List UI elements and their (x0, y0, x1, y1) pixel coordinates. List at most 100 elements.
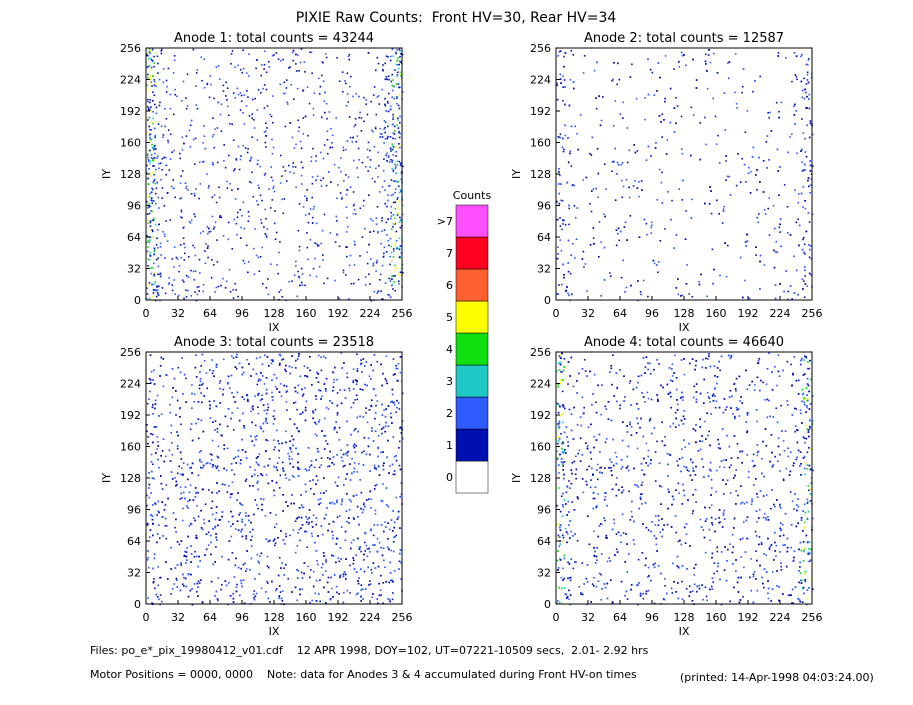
pixel (152, 219, 154, 221)
pixel (340, 352, 343, 354)
pixel (360, 359, 362, 361)
pixel (394, 373, 396, 375)
pixel (240, 100, 243, 102)
pixel (392, 374, 395, 376)
pixel (323, 477, 325, 479)
pixel (388, 598, 391, 601)
pixel (174, 526, 176, 529)
pixel (385, 55, 388, 57)
pixel (800, 192, 803, 195)
x-tick-label: 0 (143, 611, 150, 624)
pixel (147, 258, 149, 261)
pixel (200, 527, 203, 529)
pixel (271, 152, 274, 155)
pixel (165, 561, 167, 563)
pixel (158, 207, 160, 209)
pixel (153, 383, 156, 385)
pixel (584, 263, 587, 265)
pixel (169, 411, 172, 414)
pixel (156, 436, 158, 438)
pixel (680, 51, 683, 54)
pixel (582, 250, 585, 253)
pixel (376, 56, 379, 59)
pixel (392, 256, 395, 258)
pixel (373, 524, 376, 526)
pixel (148, 48, 151, 51)
pixel (657, 62, 660, 64)
pixel (147, 132, 149, 134)
pixel (324, 53, 327, 55)
pixel (397, 117, 399, 119)
pixel (198, 451, 201, 454)
pixel (146, 218, 149, 221)
pixel (603, 279, 606, 281)
pixel (212, 421, 214, 423)
pixel (154, 136, 156, 139)
pixel (793, 292, 796, 294)
pixel (261, 398, 263, 400)
pixel (728, 175, 731, 178)
pixel (243, 425, 245, 427)
pixel (390, 211, 392, 214)
pixel (171, 284, 174, 286)
pixel (296, 408, 298, 411)
pixel (370, 528, 372, 530)
pixel (256, 163, 259, 165)
pixel (342, 573, 345, 576)
pixel (275, 52, 278, 54)
pixel (612, 160, 615, 163)
pixel (203, 518, 205, 521)
pixel (180, 197, 183, 199)
pixel (269, 539, 271, 542)
pixel (394, 188, 397, 190)
pixel (315, 483, 317, 485)
pixel (179, 407, 181, 409)
pixel (320, 398, 322, 400)
pixel (242, 112, 244, 114)
pixel (357, 430, 359, 433)
pixel (180, 175, 182, 177)
pixel (398, 402, 400, 404)
pixel (385, 221, 388, 224)
pixel (683, 54, 685, 56)
pixel (236, 407, 239, 409)
pixel (279, 474, 282, 477)
pixel (155, 187, 158, 190)
y-tick-label: 192 (120, 105, 141, 118)
pixel (806, 107, 808, 109)
pixel (289, 440, 291, 442)
pixel (372, 230, 375, 233)
pixel (401, 263, 404, 266)
pixel (210, 534, 212, 537)
pixel (640, 180, 643, 182)
pixel (235, 159, 238, 161)
pixel (289, 418, 291, 420)
pixel (798, 193, 800, 195)
pixel (295, 53, 297, 56)
pixel (334, 241, 337, 243)
pixel (385, 110, 387, 112)
pixel (190, 523, 193, 526)
pixel (265, 130, 267, 132)
pixel (381, 414, 384, 416)
pixel (556, 293, 558, 295)
pixel (363, 570, 366, 573)
pixel (399, 121, 401, 124)
pixel (675, 122, 677, 124)
pixel (255, 461, 258, 464)
pixel (194, 215, 196, 218)
pixel (345, 510, 348, 512)
pixel (321, 74, 323, 77)
pixel (561, 228, 563, 231)
pixel (181, 583, 184, 585)
pixel (650, 226, 652, 229)
pixel (688, 293, 690, 295)
pixel (315, 155, 317, 157)
pixel (244, 562, 246, 565)
pixel (804, 253, 806, 255)
pixel (592, 227, 595, 229)
pixel (399, 271, 402, 273)
pixel (148, 398, 150, 400)
pixel (320, 566, 323, 569)
pixel (244, 480, 247, 482)
